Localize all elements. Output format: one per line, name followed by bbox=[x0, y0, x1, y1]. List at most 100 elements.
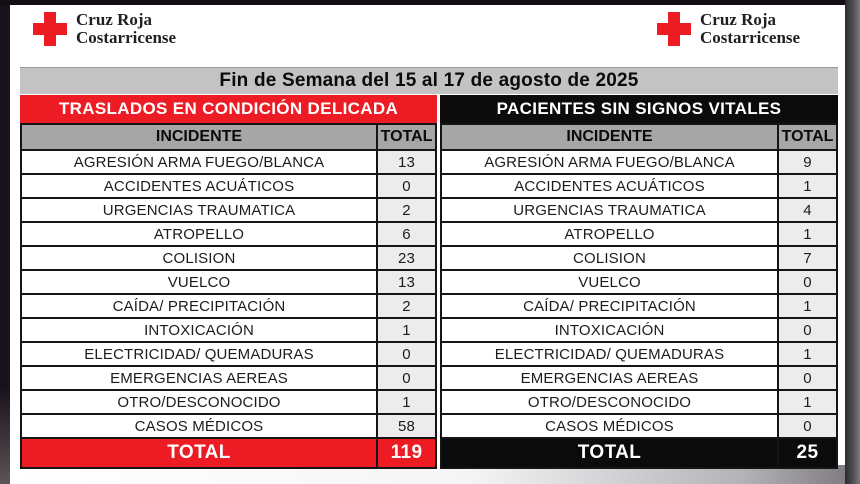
total-cell: 13 bbox=[376, 271, 435, 293]
incident-cell: CAÍDA/ PRECIPITACIÓN bbox=[523, 297, 696, 315]
incident-cell: ACCIDENTES ACUÁTICOS bbox=[103, 177, 295, 195]
column-header-incidente: INCIDENTE bbox=[566, 128, 653, 145]
incident-cell: OTRO/DESCONOCIDO bbox=[527, 393, 692, 411]
incident-cell: ATROPELLO bbox=[153, 225, 245, 243]
table-row: VUELCO 13 bbox=[22, 269, 435, 293]
table-row: AGRESIÓN ARMA FUEGO/BLANCA 9 bbox=[442, 151, 836, 173]
photo-edge-bottom bbox=[10, 465, 845, 484]
total-cell: 1 bbox=[777, 295, 836, 317]
logo-wordmark: Cruz Roja Costarricense bbox=[700, 11, 800, 47]
total-cell: 0 bbox=[376, 175, 435, 197]
table-traslados-condicion-delicada: TRASLADOS EN CONDICIÓN DELICADA INCIDENT… bbox=[20, 95, 437, 469]
incident-cell: URGENCIAS TRAUMATICA bbox=[513, 201, 706, 219]
total-row: TOTAL 25 bbox=[442, 437, 836, 467]
total-cell: 0 bbox=[376, 343, 435, 365]
total-cell: 7 bbox=[777, 247, 836, 269]
table-row: ELECTRICIDAD/ QUEMADURAS 1 bbox=[442, 341, 836, 365]
table-row: INTOXICACIÓN 0 bbox=[442, 317, 836, 341]
incident-cell: ATROPELLO bbox=[564, 225, 655, 243]
table-header-traslados: TRASLADOS EN CONDICIÓN DELICADA bbox=[20, 95, 437, 123]
table-rows: AGRESIÓN ARMA FUEGO/BLANCA 9 ACCIDENTES AC… bbox=[442, 151, 836, 437]
incident-cell: VUELCO bbox=[578, 273, 641, 291]
logo-line1: Cruz Roja bbox=[76, 10, 153, 29]
table-row: ACCIDENTES ACUÁTICOS 0 bbox=[22, 173, 435, 197]
total-cell: 1 bbox=[777, 223, 836, 245]
table-row: URGENCIAS TRAUMATICA 2 bbox=[22, 197, 435, 221]
incident-cell: AGRESIÓN ARMA FUEGO/BLANCA bbox=[484, 153, 735, 171]
incident-cell: VUELCO bbox=[167, 273, 231, 291]
cruz-roja-logo-left: Cruz Roja Costarricense bbox=[33, 11, 176, 47]
table-rows: AGRESIÓN ARMA FUEGO/BLANCA 13 ACCIDENTES A… bbox=[22, 151, 435, 437]
table-pacientes-sin-signos-vitales: PACIENTES SIN SIGNOS VITALES INCIDENTE T… bbox=[440, 95, 838, 469]
table-row: AGRESIÓN ARMA FUEGO/BLANCA 13 bbox=[22, 151, 435, 173]
table-row: ACCIDENTES ACUÁTICOS 1 bbox=[442, 173, 836, 197]
page-title: Fin de Semana del 15 al 17 de agosto de … bbox=[219, 70, 639, 91]
incident-cell: OTRO/DESCONOCIDO bbox=[117, 393, 281, 411]
table-row: ELECTRICIDAD/ QUEMADURAS 0 bbox=[22, 341, 435, 365]
table-row: CAÍDA/ PRECIPITACIÓN 1 bbox=[442, 293, 836, 317]
total-cell: 0 bbox=[777, 367, 836, 389]
table-row: CASOS MÉDICOS 0 bbox=[442, 413, 836, 437]
table-row: COLISION 7 bbox=[442, 245, 836, 269]
table-row: EMERGENCIAS AEREAS 0 bbox=[442, 365, 836, 389]
table-row: EMERGENCIAS AEREAS 0 bbox=[22, 365, 435, 389]
incident-cell: CASOS MÉDICOS bbox=[545, 417, 674, 435]
logo-wordmark: Cruz Roja Costarricense bbox=[76, 11, 176, 47]
total-cell: 2 bbox=[376, 295, 435, 317]
logo-line2: Costarricense bbox=[700, 28, 801, 47]
table-row: COLISION 23 bbox=[22, 245, 435, 269]
cruz-roja-logo-right: Cruz Roja Costarricense bbox=[657, 11, 800, 47]
incident-cell: CAÍDA/ PRECIPITACIÓN bbox=[112, 297, 286, 315]
total-cell: 13 bbox=[376, 151, 435, 173]
table-row: URGENCIAS TRAUMATICA 4 bbox=[442, 197, 836, 221]
total-cell: 4 bbox=[777, 199, 836, 221]
table-grid: INCIDENTE TOTAL AGRESIÓN ARMA FUEGO/BLAN… bbox=[20, 123, 437, 469]
total-cell: 0 bbox=[777, 415, 836, 437]
incident-cell: EMERGENCIAS AEREAS bbox=[110, 369, 288, 387]
incident-cell: INTOXICACIÓN bbox=[144, 321, 254, 339]
table-row: VUELCO 0 bbox=[442, 269, 836, 293]
table-row: CAÍDA/ PRECIPITACIÓN 2 bbox=[22, 293, 435, 317]
logo-line1: Cruz Roja bbox=[700, 10, 777, 29]
incident-cell: AGRESIÓN ARMA FUEGO/BLANCA bbox=[73, 153, 325, 171]
incident-cell: INTOXICACIÓN bbox=[554, 321, 665, 339]
column-header-incidente: INCIDENTE bbox=[155, 128, 243, 145]
table-row: OTRO/DESCONOCIDO 1 bbox=[442, 389, 836, 413]
incident-cell: ACCIDENTES ACUÁTICOS bbox=[514, 177, 705, 195]
column-header-row: INCIDENTE TOTAL bbox=[22, 125, 435, 151]
total-cell: 0 bbox=[777, 271, 836, 293]
total-cell: 9 bbox=[777, 151, 836, 173]
title-bar: Fin de Semana del 15 al 17 de agosto de … bbox=[20, 67, 838, 94]
incident-cell: EMERGENCIAS AEREAS bbox=[520, 369, 699, 387]
red-cross-icon bbox=[33, 12, 67, 46]
incident-cell: COLISION bbox=[573, 249, 646, 267]
column-header-total: TOTAL bbox=[777, 125, 836, 149]
table-row: ATROPELLO 1 bbox=[442, 221, 836, 245]
total-cell: 6 bbox=[376, 223, 435, 245]
table-header-pacientes: PACIENTES SIN SIGNOS VITALES bbox=[440, 95, 838, 123]
total-label: TOTAL bbox=[577, 442, 642, 463]
photo-edge-left bbox=[0, 0, 10, 484]
logo-line2: Costarricense bbox=[76, 28, 177, 47]
table-row: CASOS MÉDICOS 58 bbox=[22, 413, 435, 437]
total-cell: 1 bbox=[777, 175, 836, 197]
photo-edge-top bbox=[0, 0, 860, 5]
total-value: 25 bbox=[777, 439, 836, 467]
incident-cell: CASOS MÉDICOS bbox=[134, 417, 264, 435]
incident-cell: ELECTRICIDAD/ QUEMADURAS bbox=[494, 345, 725, 363]
table-grid: INCIDENTE TOTAL AGRESIÓN ARMA FUEGO/BLAN… bbox=[440, 123, 838, 469]
total-cell: 23 bbox=[376, 247, 435, 269]
total-row: TOTAL 119 bbox=[22, 437, 435, 467]
red-cross-icon bbox=[657, 12, 691, 46]
total-cell: 1 bbox=[376, 319, 435, 341]
total-value: 119 bbox=[376, 439, 435, 467]
table-row: INTOXICACIÓN 1 bbox=[22, 317, 435, 341]
photo-edge-right bbox=[845, 0, 860, 484]
total-cell: 0 bbox=[777, 319, 836, 341]
total-cell: 2 bbox=[376, 199, 435, 221]
total-cell: 0 bbox=[376, 367, 435, 389]
table-row: OTRO/DESCONOCIDO 1 bbox=[22, 389, 435, 413]
incident-cell: COLISION bbox=[162, 249, 236, 267]
total-cell: 58 bbox=[376, 415, 435, 437]
